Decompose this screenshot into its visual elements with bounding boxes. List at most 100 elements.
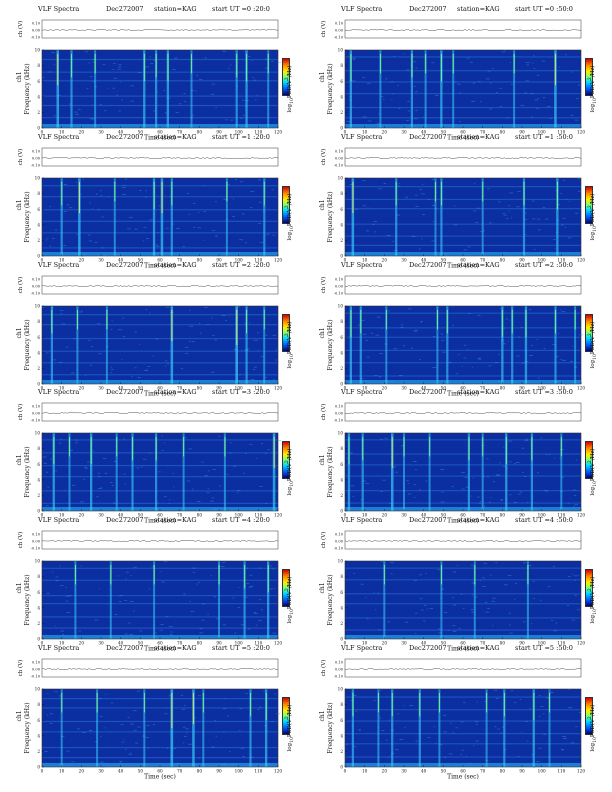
panel-date: Dec272007: [409, 388, 447, 396]
noise-band: [42, 439, 278, 441]
noise-speckle: [211, 83, 215, 85]
x-tick-label: 80: [500, 641, 506, 646]
ch-tick-label: 0.10: [32, 22, 41, 26]
noise-speckle: [169, 634, 173, 635]
burst-streak: [410, 50, 413, 128]
noise-speckle: [570, 742, 575, 744]
noise-speckle: [157, 232, 160, 234]
noise-speckle: [91, 119, 94, 121]
y-tick-label: 2: [340, 238, 343, 243]
noise-speckle: [444, 757, 447, 758]
noise-speckle: [415, 612, 418, 614]
noise-speckle: [471, 366, 473, 368]
noise-speckle: [484, 505, 486, 507]
noise-speckle: [468, 313, 471, 314]
noise-speckle: [274, 588, 276, 589]
burst-core: [114, 181, 116, 202]
noise-speckle: [472, 477, 474, 479]
noise-speckle: [576, 609, 580, 611]
burst-core: [153, 564, 155, 585]
noise-speckle: [474, 721, 479, 723]
noise-speckle: [574, 580, 576, 581]
noise-speckle: [112, 87, 115, 89]
noise-speckle: [508, 612, 511, 614]
burst-core: [183, 436, 185, 457]
spectrogram-panel: VLF Spectra Dec272007 station=KAG start UT …: [307, 643, 607, 781]
burst-streak: [50, 306, 53, 384]
noise-band: [42, 490, 278, 492]
burst-core: [244, 564, 246, 589]
x-tick-label: 40: [421, 769, 427, 774]
noise-band: [345, 696, 581, 698]
noise-speckle: [79, 311, 83, 313]
noise-speckle: [554, 247, 556, 249]
noise-speckle: [508, 205, 510, 206]
x-tick-label: 20: [382, 769, 388, 774]
noise-band: [42, 350, 278, 352]
noise-speckle: [572, 345, 574, 347]
noise-speckle: [79, 630, 82, 632]
x-tick-label: 110: [254, 513, 262, 518]
noise-speckle: [386, 235, 391, 236]
noise-speckle: [419, 189, 422, 190]
burst-core: [263, 181, 265, 206]
noise-speckle: [378, 113, 380, 115]
noise-speckle: [396, 214, 401, 216]
noise-speckle: [58, 361, 63, 363]
noise-speckle: [389, 755, 392, 757]
noise-speckle: [118, 64, 122, 66]
x-tick-label: 120: [577, 641, 585, 646]
burst-streak: [263, 178, 266, 256]
burst-streak: [395, 178, 398, 256]
noise-speckle: [492, 597, 496, 599]
noise-speckle: [452, 732, 455, 734]
y-tick-label: 0: [340, 637, 343, 642]
x-tick-label: 10: [59, 513, 65, 518]
noise-speckle: [387, 621, 390, 623]
noise-speckle: [366, 618, 369, 620]
panel-date: Dec272007: [409, 133, 447, 141]
noise-speckle: [136, 467, 140, 469]
noise-speckle: [213, 596, 217, 598]
noise-speckle: [433, 726, 436, 728]
burst-core: [218, 564, 220, 585]
x-tick-label: 60: [157, 513, 163, 518]
burst-streak: [60, 178, 63, 256]
y-tick-label: 4: [37, 733, 40, 738]
noise-speckle: [486, 476, 490, 478]
noise-speckle: [250, 379, 255, 380]
noise-speckle: [204, 307, 208, 308]
noise-speckle: [523, 562, 526, 564]
noise-speckle: [110, 372, 112, 373]
noise-speckle: [253, 612, 256, 613]
ch-trace: [344, 412, 582, 414]
y-tick-label: 10: [338, 48, 344, 53]
colorbar-label: log10PSD(V2/Hz): [285, 193, 295, 241]
y-tick-label: 0: [37, 382, 40, 387]
noise-speckle: [349, 184, 354, 185]
noise-speckle: [365, 340, 369, 341]
x-tick-label: 40: [421, 386, 427, 391]
noise-speckle: [192, 114, 195, 116]
noise-speckle: [124, 483, 126, 485]
noise-speckle: [377, 629, 382, 631]
noise-speckle: [242, 756, 245, 757]
noise-speckle: [467, 246, 471, 248]
colorbar-label: log10PSD(V2/Hz): [588, 321, 598, 369]
noise-speckle: [374, 231, 376, 233]
x-tick-label: 100: [538, 769, 546, 774]
noise-speckle: [399, 739, 404, 740]
ch-trace: [344, 540, 582, 542]
noise-speckle: [54, 625, 56, 627]
panel-date: Dec272007: [409, 516, 447, 524]
noise-speckle: [511, 217, 513, 219]
noise-speckle: [130, 575, 132, 577]
noise-speckle: [431, 179, 435, 180]
noise-speckle: [232, 597, 235, 599]
noise-speckle: [187, 743, 192, 745]
burst-core: [525, 309, 527, 338]
panel-date: Dec272007: [106, 261, 144, 269]
burst-core: [153, 181, 155, 210]
noise-speckle: [504, 252, 507, 254]
x-axis-label: Time (sec): [447, 518, 479, 525]
